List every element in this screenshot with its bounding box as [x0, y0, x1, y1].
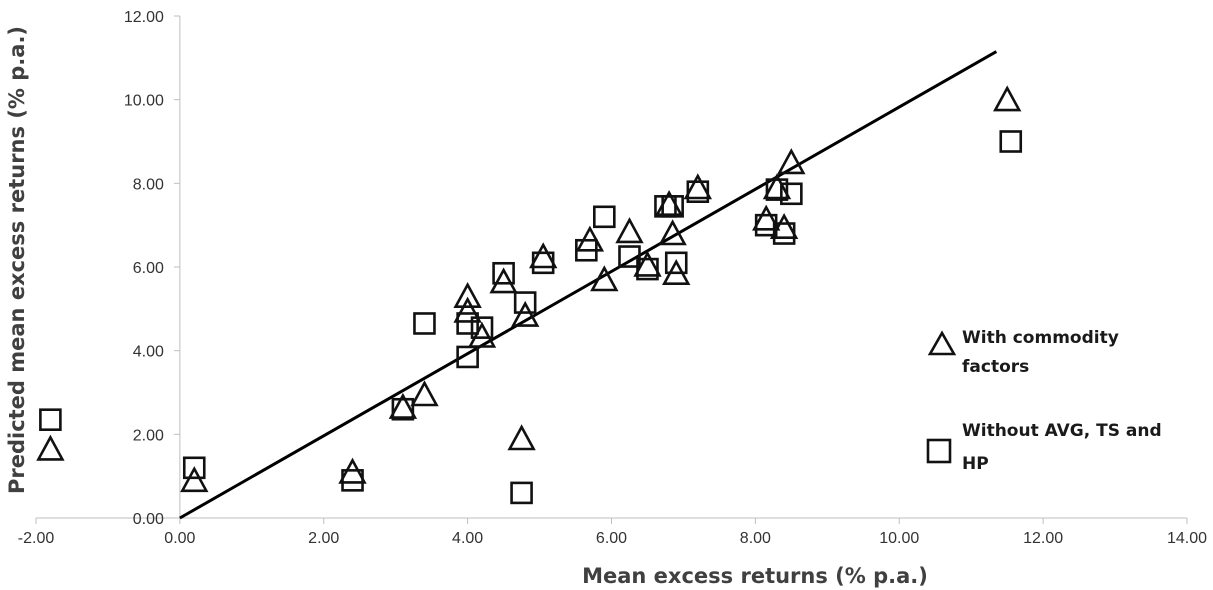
triangle-point	[769, 212, 799, 239]
square-point	[182, 456, 206, 480]
x-tick-label: 6.00	[596, 530, 627, 547]
legend-square-marker	[926, 438, 952, 464]
square-point	[391, 397, 415, 421]
legend-entry-2-line-1: Without AVG, TS and	[962, 421, 1162, 441]
square-point	[780, 182, 803, 206]
square-point	[618, 245, 641, 268]
x-axis-title: Mean excess returns (% p.a.)	[582, 564, 928, 588]
triangle-point	[511, 300, 540, 327]
square-point	[999, 130, 1023, 153]
x-tick-label: 10.00	[879, 530, 919, 547]
triangle-point	[467, 321, 497, 348]
y-tick-label: 0.00	[133, 511, 164, 528]
triangle-point	[180, 466, 209, 493]
triangle-point	[658, 219, 687, 246]
triangle-point	[453, 296, 482, 323]
triangle-point	[615, 217, 644, 244]
legend-entry-1-line-2: factors	[962, 357, 1029, 377]
legend: With commodity factors Without AVG, TS a…	[926, 328, 1162, 474]
square-point	[593, 205, 616, 229]
triangle-point	[36, 434, 65, 461]
y-tick-label: 2.00	[133, 427, 164, 444]
square-point	[413, 312, 436, 335]
y-tick-label: 6.00	[133, 260, 164, 277]
axes: -2.00 0.00 2.00 4.00 6.00 8.00 10.00 12.00 14.00…	[18, 9, 1207, 547]
triangle-point	[654, 189, 684, 216]
legend-entry-1-line-1: With commodity	[962, 328, 1119, 348]
square-point	[456, 312, 479, 335]
triangle-point	[633, 250, 662, 277]
square-point	[39, 408, 62, 431]
fit-line	[179, 50, 998, 520]
square-point	[513, 291, 537, 314]
square-point	[492, 261, 515, 285]
x-tick-label: 12.00	[1023, 530, 1063, 547]
y-tick-label: 4.00	[133, 344, 164, 361]
y-tick-label: 8.00	[133, 176, 164, 193]
square-point	[456, 345, 479, 369]
y-axis-title: Predicted mean excess returns (% p.a.)	[5, 26, 29, 494]
triangle-point	[507, 424, 536, 451]
triangle-point	[762, 173, 792, 200]
x-ticks: -2.00 0.00 2.00 4.00 6.00 8.00 10.00 12.00 14.00	[18, 518, 1207, 547]
y-tick-label: 12.00	[124, 9, 164, 26]
triangle-point	[489, 267, 518, 294]
triangle-point	[683, 173, 712, 200]
square-point	[664, 251, 688, 275]
triangle-point	[453, 281, 482, 309]
triangle-point	[529, 242, 558, 269]
x-tick-label: 0.00	[164, 530, 195, 547]
triangle-point	[752, 204, 781, 231]
x-tick-label: 2.00	[308, 530, 339, 547]
y-ticks: 0.00 2.00 4.00 6.00 8.00 10.00 12.00	[124, 9, 180, 528]
triangle-point	[388, 392, 418, 419]
series-with-commodity-factors	[36, 85, 1022, 493]
triangle-point	[777, 148, 806, 175]
square-point	[510, 481, 533, 505]
triangle-point	[993, 85, 1022, 112]
square-point	[765, 178, 789, 201]
square-point	[470, 316, 494, 339]
triangle-point	[410, 380, 439, 407]
triangle-point	[590, 265, 619, 292]
x-tick-label: 4.00	[452, 530, 483, 547]
legend-entry-2-line-2: HP	[962, 454, 989, 474]
x-tick-label: -2.00	[18, 530, 55, 547]
triangle-point	[338, 457, 367, 484]
x-tick-label: 14.00	[1167, 530, 1207, 547]
y-tick-label: 10.00	[124, 93, 164, 110]
legend-triangle-marker	[927, 330, 957, 356]
x-tick-label: 8.00	[740, 530, 771, 547]
triangle-point	[662, 258, 691, 286]
triangle-point	[575, 225, 605, 252]
